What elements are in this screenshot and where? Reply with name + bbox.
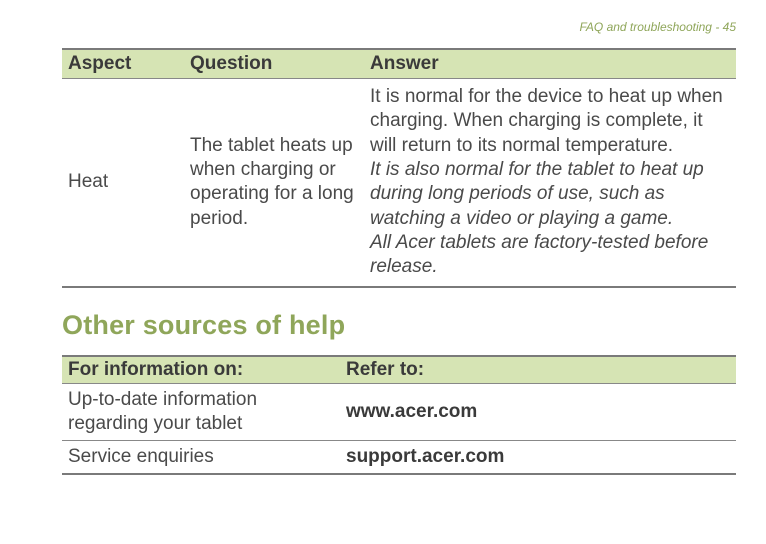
help-header-refer: Refer to: [340,356,736,384]
faq-answer-p3: All Acer tablets are factory-tested befo… [370,232,708,277]
page-container: FAQ and troubleshooting - 45 Aspect Ques… [0,0,766,495]
faq-header-question: Question [184,49,364,79]
help-cell-refer: www.acer.com [340,383,736,441]
help-row: Up-to-date information regarding your ta… [62,383,736,441]
help-row: Service enquiries support.acer.com [62,441,736,475]
faq-header-answer: Answer [364,49,736,79]
help-cell-info: Service enquiries [62,441,340,475]
faq-table: Aspect Question Answer Heat The tablet h… [62,48,736,288]
faq-header-aspect: Aspect [62,49,184,79]
help-table-header-row: For information on: Refer to: [62,356,736,384]
faq-cell-question: The tablet heats up when charging or ope… [184,79,364,287]
help-table: For information on: Refer to: Up-to-date… [62,355,736,476]
faq-cell-aspect: Heat [62,79,184,287]
faq-answer-p1: It is normal for the device to heat up w… [370,86,723,156]
page-header: FAQ and troubleshooting - 45 [62,20,736,34]
faq-answer-p2: It is also normal for the tablet to heat… [370,159,704,229]
help-header-info: For information on: [62,356,340,384]
section-heading-other-sources: Other sources of help [62,310,736,341]
faq-row: Heat The tablet heats up when charging o… [62,79,736,287]
faq-table-header-row: Aspect Question Answer [62,49,736,79]
help-cell-refer: support.acer.com [340,441,736,475]
help-cell-info: Up-to-date information regarding your ta… [62,383,340,441]
faq-cell-answer: It is normal for the device to heat up w… [364,79,736,287]
